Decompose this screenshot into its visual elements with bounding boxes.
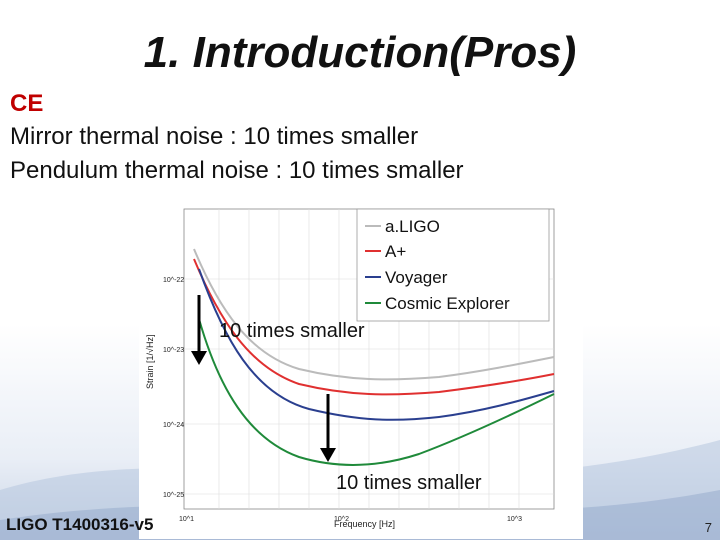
document-id: LIGO T1400316-v5 [6, 515, 154, 534]
pendulum-noise-text: Pendulum thermal noise : 10 times smalle… [10, 157, 464, 184]
series-line-aplus [193, 258, 555, 396]
page-number: 7 [704, 520, 712, 535]
y-tick-label: 10^-24 [163, 422, 184, 429]
annotation-10x-smaller: 10 times smaller [336, 472, 482, 494]
legend-item-cosmic-explorer: Cosmic Explorer [385, 294, 510, 313]
annotation-10x-smaller: 10 times smaller [219, 320, 365, 342]
mirror-noise-text: Mirror thermal noise : 10 times smaller [10, 123, 419, 150]
x-tick-label: 10^1 [179, 516, 194, 523]
y-tick-label: 10^-22 [163, 277, 184, 284]
series-line-aligo [193, 248, 555, 381]
legend-item-aligo: a.LIGO [385, 217, 440, 236]
y-tick-label: 10^-23 [163, 347, 184, 354]
down-arrow-icon [191, 295, 207, 365]
y-axis-label: Strain [1/√Hz] [145, 335, 155, 389]
x-tick-label: 10^2 [334, 516, 349, 523]
legend-item-voyager: Voyager [385, 268, 448, 287]
plot-svg: 10^-22 10^-23 10^-24 10^-25 10^1 10^2 10… [145, 208, 555, 529]
x-axis-label: Frequency [Hz] [334, 519, 395, 529]
y-tick-label: 10^-25 [163, 492, 184, 499]
series-line-voyager [198, 268, 555, 421]
slide-title: 1. Introduction(Pros) [143, 28, 577, 77]
strain-plot: 10^-22 10^-23 10^-24 10^-25 10^1 10^2 10… [139, 189, 583, 539]
series-line-cosmic-explorer [198, 318, 555, 466]
section-label: CE [10, 90, 44, 117]
chart-legend: a.LIGO A+ Voyager Cosmic Explorer [356, 208, 550, 322]
down-arrow-icon [320, 394, 336, 462]
legend-item-aplus: A+ [385, 242, 406, 261]
x-tick-label: 10^3 [507, 516, 522, 523]
